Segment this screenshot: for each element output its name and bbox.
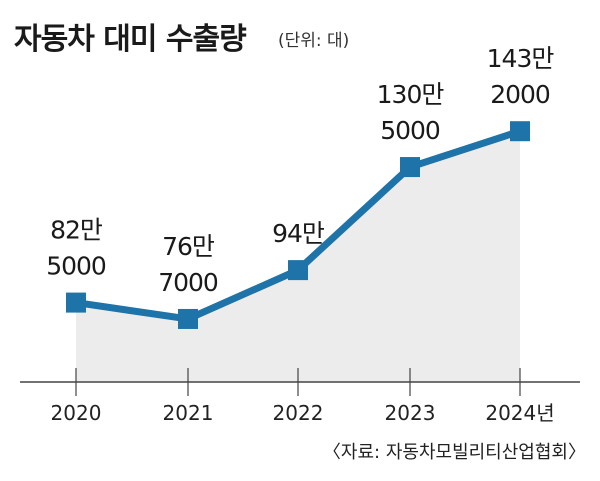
data-label-2024년-1: 2000: [490, 80, 550, 109]
x-tick-label-2: 2022: [273, 401, 324, 425]
data-point-2020: [66, 292, 86, 313]
data-point-2021: [178, 308, 198, 329]
data-label-2024년-0: 143만: [487, 44, 555, 73]
x-tick-label-3: 2023: [385, 401, 436, 425]
data-point-2024년: [510, 121, 530, 142]
data-point-2022: [288, 260, 308, 281]
x-tick-label-layer: 2020 2021 2022 2023 2024년: [51, 401, 555, 425]
source-note: 〈자료: 자동차모빌리티산업협회〉: [322, 442, 586, 463]
data-label-2021-0: 76만: [162, 232, 215, 261]
data-point-layer: [66, 121, 530, 329]
chart-title: 자동차 대미 수출량: [14, 22, 247, 57]
unit-label: (단위: 대): [278, 31, 350, 51]
x-tick-label-0: 2020: [51, 401, 102, 425]
axis-layer: [20, 368, 580, 396]
data-label-2023-0: 130만: [377, 80, 445, 109]
data-label-2020-1: 5000: [46, 252, 106, 281]
x-tick-label-4: 2024년: [485, 401, 554, 425]
data-label-2023-1: 5000: [380, 116, 440, 145]
data-label-2021-1: 7000: [158, 268, 218, 297]
data-label-2020-0: 82만: [50, 216, 103, 245]
x-tick-label-1: 2021: [163, 401, 214, 425]
data-label-layer: 82만 5000 76만 7000 94만 130만 5000 143만 2000: [46, 44, 555, 297]
data-label-2022-0: 94만: [272, 219, 325, 248]
data-point-2023: [400, 157, 420, 178]
area-fill-layer: [76, 131, 520, 382]
area-fill: [76, 131, 520, 382]
